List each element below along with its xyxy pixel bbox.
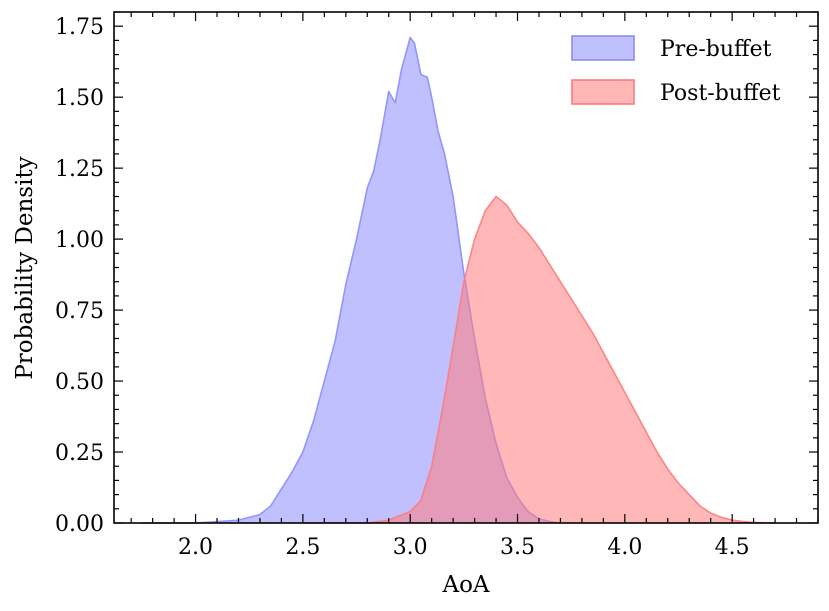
- axes: 2.0 2.5 3.0 3.5 4.0 4.5 0.00 0.25 0.50 0.75 1.00 1.…: [55, 11, 819, 560]
- y-tick-label: 0.75: [55, 299, 104, 324]
- x-tick-label: 2.0: [178, 535, 213, 560]
- y-tick-label: 0.00: [55, 512, 104, 537]
- x-tick-label: 2.5: [285, 535, 320, 560]
- x-tick-label: 3.0: [393, 535, 428, 560]
- y-tick-label: 1.75: [55, 15, 104, 40]
- y-tick-label: 1.00: [55, 228, 104, 253]
- series-line-1: [302, 195, 776, 524]
- legend-swatch-0: [571, 35, 635, 61]
- series-area-1: [302, 196, 776, 523]
- x-tick-label: 4.5: [715, 535, 750, 560]
- plot-area: [141, 36, 776, 524]
- legend-label-1: Post-buffet: [660, 81, 781, 106]
- y-tick-label: 0.25: [55, 441, 104, 466]
- legend-swatch-1: [571, 79, 635, 105]
- x-axis-label: AoA: [441, 572, 489, 598]
- y-tick-label: 1.50: [55, 86, 104, 111]
- y-tick-label: 0.50: [55, 370, 104, 395]
- x-tick-label: 4.0: [607, 535, 642, 560]
- legend: Pre-buffet Post-buffet: [571, 35, 781, 106]
- y-tick-label: 1.25: [55, 157, 104, 182]
- y-axis-label: Probability Density: [12, 156, 38, 379]
- x-tick-label: 3.5: [500, 535, 535, 560]
- legend-label-0: Pre-buffet: [660, 37, 772, 62]
